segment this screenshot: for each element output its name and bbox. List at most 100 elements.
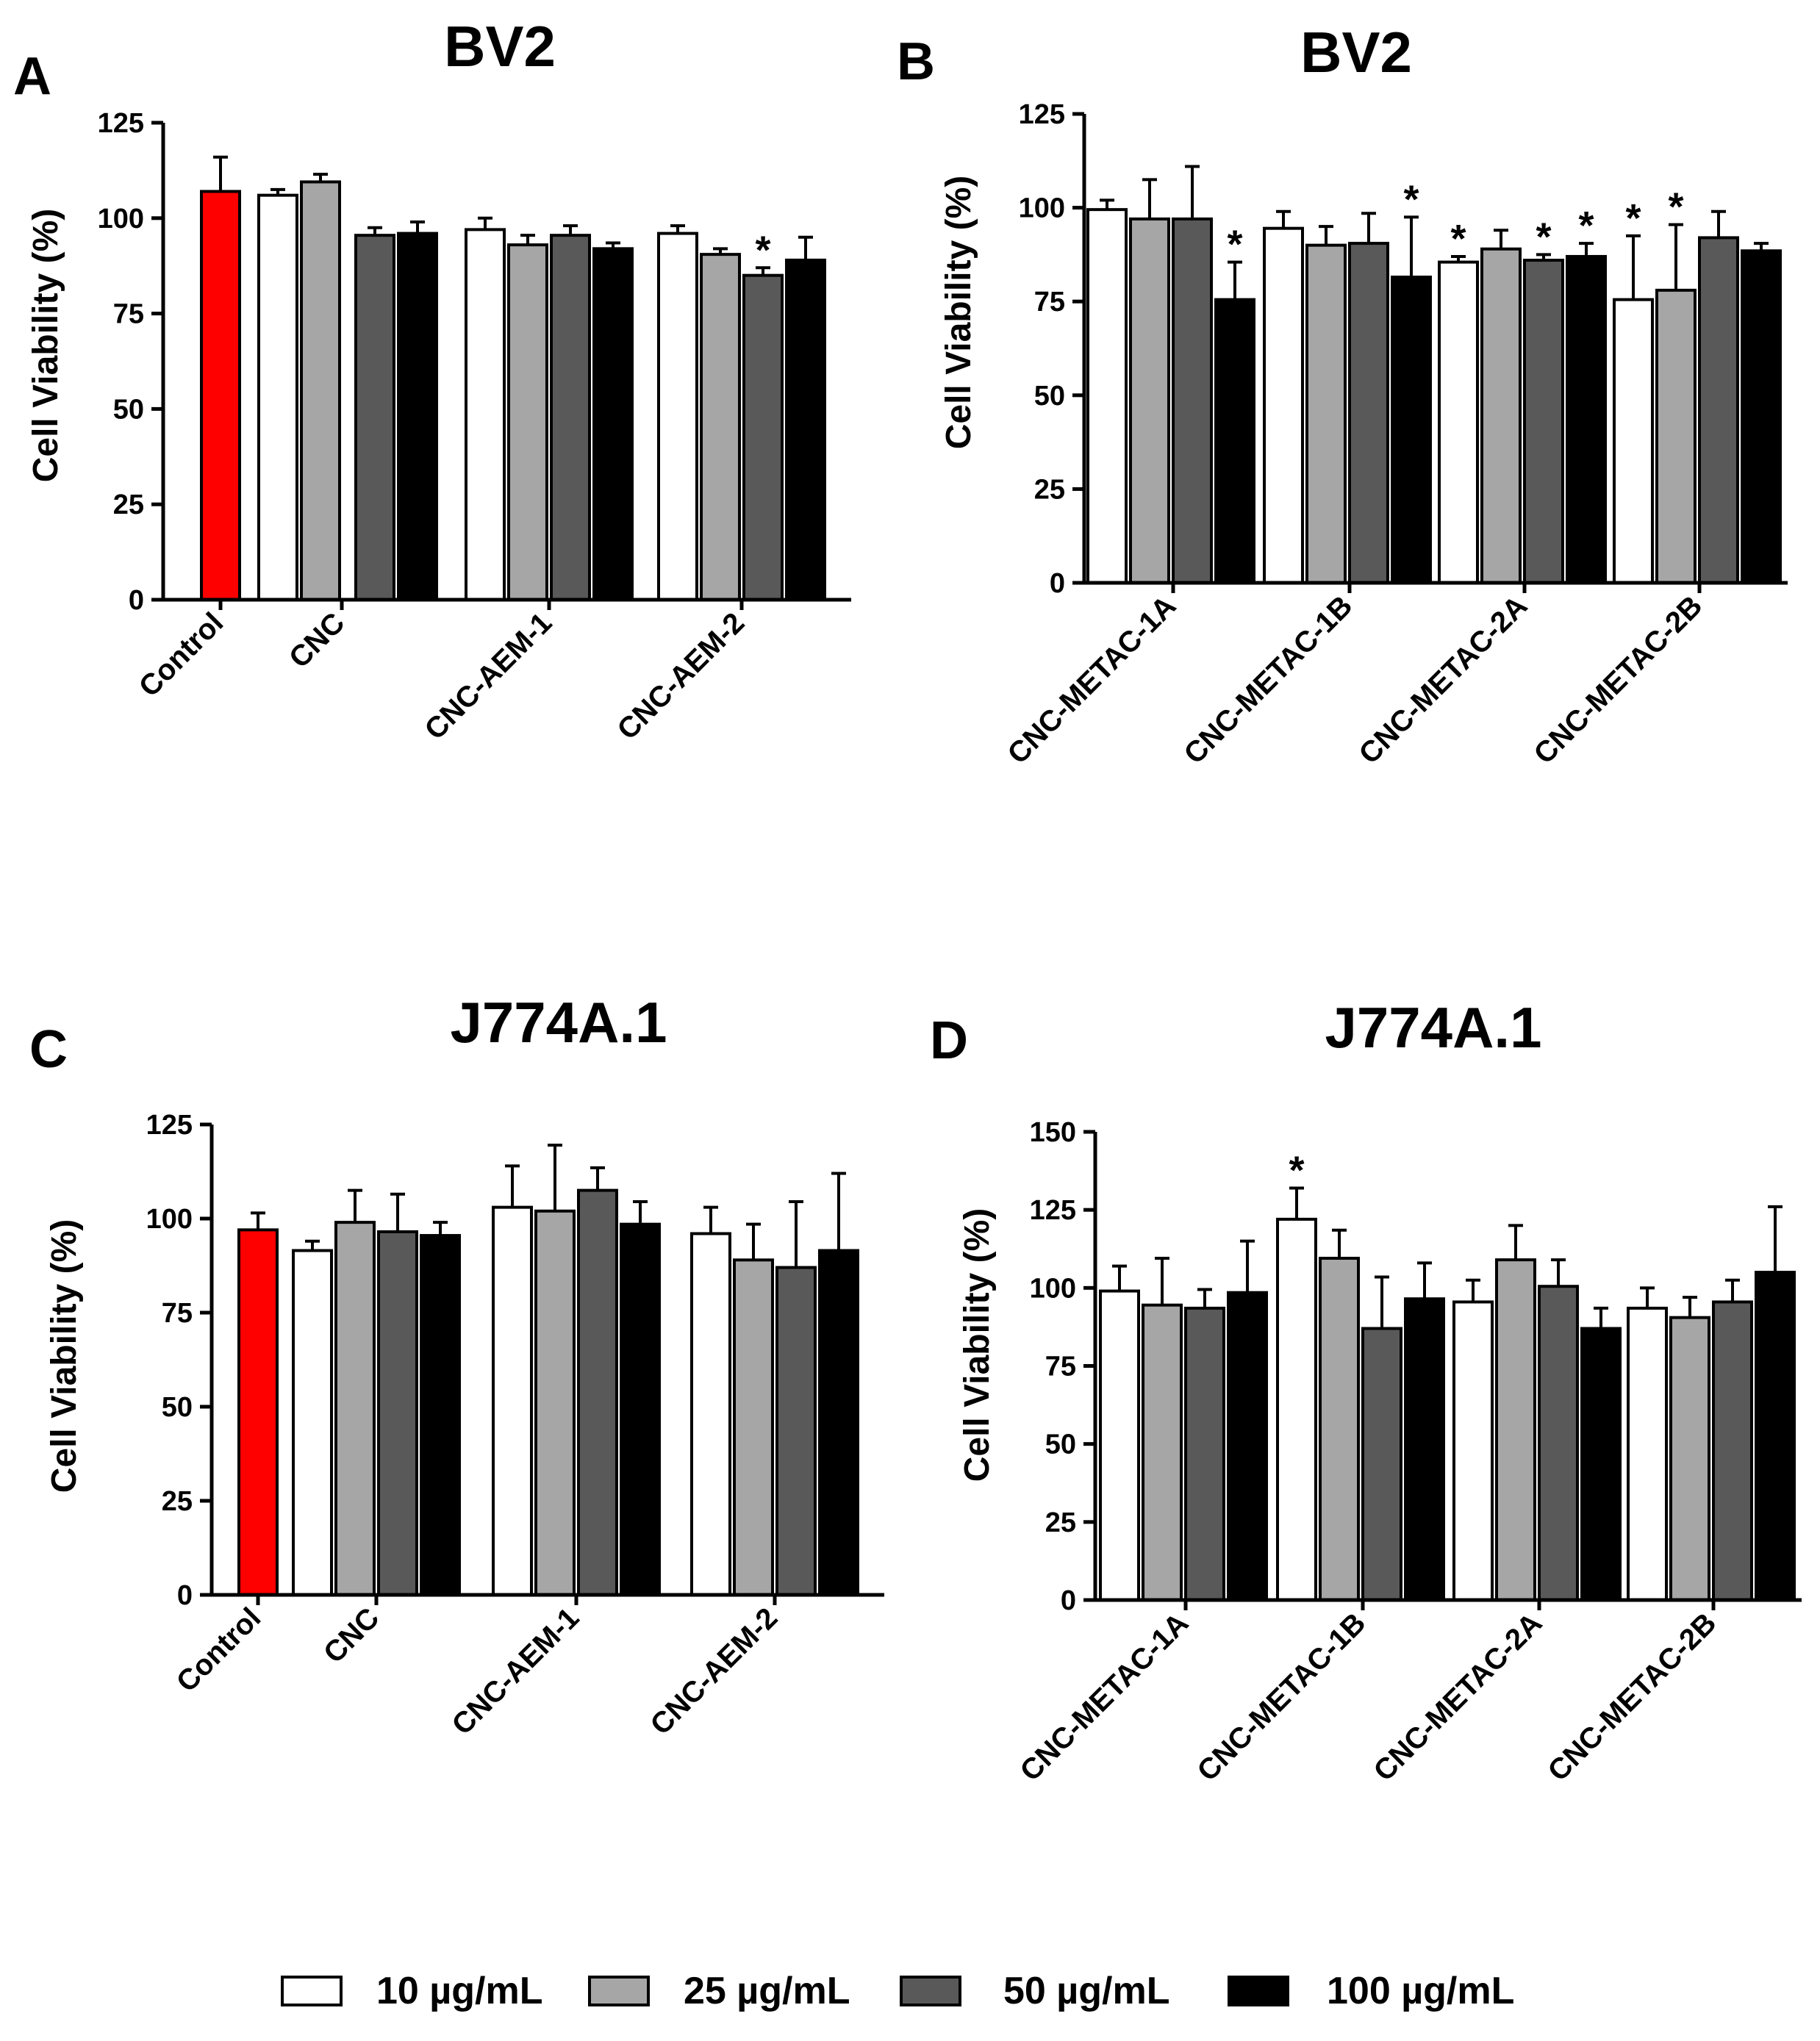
legend-label-25: 25 µg/mL [684, 1970, 850, 2012]
bar [1580, 1327, 1622, 1602]
y-tick-label: 25 [113, 489, 144, 520]
y-tick-label: 50 [1034, 381, 1065, 412]
panel-c-y-axis-title: Cell Viability (%) [45, 1219, 84, 1493]
bar [1438, 260, 1479, 584]
bar [397, 232, 438, 601]
significance-star: * [1578, 204, 1594, 248]
bar [1698, 236, 1739, 584]
y-tick-label: 125 [1030, 1195, 1076, 1226]
bar [1452, 1300, 1494, 1602]
bar [1655, 288, 1697, 584]
significance-star: * [1668, 185, 1683, 229]
x-category-label: CNC-AEM-2 [645, 1601, 784, 1741]
bar [1669, 1316, 1710, 1601]
significance-star: * [1536, 215, 1551, 259]
bar [1755, 1271, 1796, 1601]
panel-d-plot: * 0 25 50 75 100 125 150 CNC-METAC-1ACNC-METAC-1… [1014, 1117, 1802, 1787]
x-category-label: Control [133, 606, 230, 703]
bar [1566, 254, 1607, 584]
panel-a: A BV2 Cell Viability (%) * 0 25 50 75 100 125 C… [13, 14, 851, 746]
y-tick-label: 0 [1061, 1585, 1076, 1616]
legend-swatch-25 [588, 1976, 650, 2006]
y-tick-label: 0 [177, 1580, 193, 1611]
y-tick-label: 125 [146, 1110, 193, 1141]
x-category-label: CNC-METAC-1B [1178, 589, 1359, 770]
bar [700, 253, 741, 601]
bar [550, 234, 591, 601]
bar [1184, 1306, 1225, 1601]
legend-label-10: 10 µg/mL [376, 1970, 542, 2012]
y-tick-label: 0 [1050, 568, 1065, 599]
x-category-label: CNC-METAC-2A [1368, 1607, 1549, 1787]
bar [577, 1188, 618, 1596]
bar [1172, 217, 1213, 584]
bar [1319, 1256, 1360, 1601]
bar [1538, 1285, 1579, 1601]
panel-c-title: J774A.1 [451, 990, 667, 1055]
x-category-label: CNC-METAC-2A [1353, 589, 1534, 770]
panel-a-plot: * 0 25 50 75 100 125 Control CNC CNC-AEM-1 CNC-AEM… [98, 108, 851, 746]
x-category-label: CNC-METAC-2B [1542, 1607, 1723, 1787]
significance-star: * [1403, 177, 1419, 221]
y-tick-label: 25 [1034, 474, 1065, 505]
legend-swatch-50 [900, 1976, 961, 2006]
panel-c: C J774A.1 Cell Viability (%) 0 25 50 75 100 1… [29, 990, 884, 1741]
bar [1214, 298, 1255, 584]
y-tick-label: 50 [113, 394, 144, 425]
y-tick-label: 75 [1045, 1352, 1076, 1382]
y-tick-label: 75 [1034, 287, 1065, 318]
panel-letter-b: B [897, 32, 935, 91]
legend-swatch-100 [1228, 1976, 1289, 2006]
x-category-label: CNC-METAC-1A [1002, 589, 1183, 770]
bar [1741, 249, 1782, 584]
bar [1361, 1327, 1402, 1602]
x-category-label: CNC-METAC-2B [1528, 589, 1709, 770]
legend-label-50: 50 µg/mL [1003, 1970, 1169, 2012]
panel-d-y-axis-title: Cell Viability (%) [958, 1208, 997, 1482]
bar [1142, 1303, 1183, 1601]
bar [534, 1209, 576, 1596]
panel-d-title: J774A.1 [1325, 995, 1542, 1060]
y-tick-label: 125 [1019, 99, 1065, 130]
bar [377, 1230, 418, 1597]
bar [354, 234, 395, 601]
x-category-label: CNC-AEM-1 [446, 1601, 586, 1741]
x-category-label: CNC-METAC-1A [1014, 1607, 1195, 1787]
bar [1276, 1217, 1317, 1601]
legend-swatch-10 [281, 1976, 343, 2006]
bar [1099, 1289, 1140, 1601]
significance-star: * [1625, 196, 1641, 240]
panel-letter-c: C [29, 1020, 68, 1079]
x-category-label: Control [171, 1601, 268, 1699]
panel-b-title: BV2 [1300, 20, 1412, 85]
bar [1495, 1258, 1536, 1601]
x-category-label: CNC [318, 1601, 385, 1669]
y-tick-label: 75 [113, 299, 144, 330]
bar [1391, 276, 1432, 584]
y-tick-label: 25 [1045, 1507, 1076, 1538]
bar [257, 193, 298, 601]
x-category-label: CNC-AEM-2 [612, 606, 751, 746]
bar [742, 273, 784, 601]
panel-b: B BV2 Cell Viability (%) * * * * * * * 0 25 50 75 1… [897, 20, 1788, 770]
panel-c-plot: 0 25 50 75 100 125 Control CNC CNC-AEM-1 CNC-AEM-… [146, 1110, 884, 1741]
panel-letter-a: A [13, 47, 51, 106]
bar [1129, 217, 1170, 584]
bar [1227, 1291, 1268, 1602]
bar [1613, 298, 1654, 584]
y-tick-label: 25 [162, 1486, 193, 1517]
y-tick-label: 0 [129, 585, 144, 616]
y-tick-label: 125 [98, 108, 144, 139]
bar [1712, 1300, 1753, 1602]
y-tick-label: 100 [1019, 193, 1065, 224]
bar [507, 243, 548, 601]
bar [733, 1258, 774, 1596]
panel-b-y-axis-title: Cell Viability (%) [939, 176, 978, 450]
bar [690, 1232, 731, 1596]
x-category-label: CNC [283, 606, 351, 674]
bar [775, 1266, 817, 1597]
panel-letter-d: D [930, 1011, 968, 1070]
x-category-label: CNC-METAC-1B [1192, 1607, 1372, 1787]
bar [465, 228, 506, 601]
legend-label-100: 100 µg/mL [1327, 1970, 1514, 2012]
